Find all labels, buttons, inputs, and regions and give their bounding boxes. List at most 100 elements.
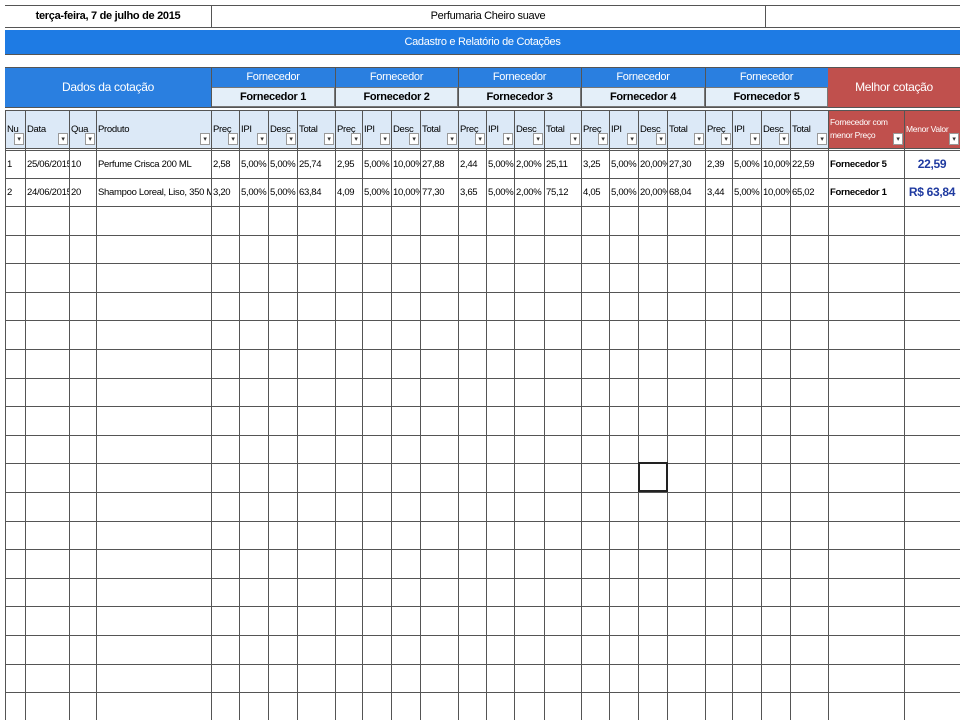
column-header[interactable]: IPI ▾ [732, 110, 761, 148]
cell[interactable]: Perfume Crisca 200 ML [98, 158, 192, 170]
cell[interactable]: Fornecedor 5 [830, 158, 887, 170]
filter-button[interactable]: ▾ [533, 133, 543, 145]
filter-button[interactable]: ▾ [447, 133, 457, 145]
cell[interactable]: 20,00% [640, 186, 667, 198]
cell[interactable]: 2 [7, 186, 12, 198]
cell[interactable]: 3,44 [707, 186, 725, 198]
cell[interactable]: 5,00% [488, 158, 514, 170]
filter-button[interactable]: ▾ [228, 133, 238, 145]
column-header[interactable]: Total ▾ [420, 110, 458, 148]
cell[interactable]: 68,04 [669, 186, 692, 198]
filter-button[interactable]: ▾ [380, 133, 390, 145]
column-header[interactable]: Produto ▾ [96, 110, 211, 148]
cell[interactable]: 5,00% [734, 186, 760, 198]
cell[interactable]: 5,00% [611, 186, 637, 198]
cell[interactable]: 5,00% [270, 186, 296, 198]
cell[interactable]: 10,00% [393, 158, 420, 170]
cell[interactable]: 63,84 [299, 186, 322, 198]
column-header[interactable]: IPI ▾ [239, 110, 268, 148]
column-header[interactable]: IPI ▾ [362, 110, 391, 148]
column-header[interactable]: Qua ▾ [69, 110, 96, 148]
cell[interactable]: 77,30 [422, 186, 445, 198]
cell[interactable]: Shampoo Loreal, Liso, 350 ML [98, 186, 211, 198]
column-header[interactable]: IPI ▾ [486, 110, 514, 148]
column-header[interactable]: Desc ▾ [268, 110, 297, 148]
cell[interactable]: 10,00% [393, 186, 420, 198]
filter-button[interactable]: ▾ [200, 133, 210, 145]
column-header[interactable]: IPI ▾ [609, 110, 638, 148]
column-header[interactable]: Fornecedor com menor Preço ▾ [828, 110, 904, 148]
cell[interactable]: 24/06/2015 [27, 186, 69, 198]
filter-button[interactable]: ▾ [85, 133, 95, 145]
column-header[interactable]: Data ▾ [25, 110, 69, 148]
column-header[interactable]: Preç ▾ [581, 110, 609, 148]
cell[interactable]: 5,00% [241, 158, 267, 170]
cell[interactable]: 27,88 [422, 158, 445, 170]
column-header[interactable]: Total ▾ [790, 110, 828, 148]
cell[interactable]: R$ 63,84 [908, 185, 956, 199]
filter-button[interactable]: ▾ [503, 133, 513, 145]
column-header[interactable]: Preç ▾ [705, 110, 732, 148]
filter-button[interactable]: ▾ [409, 133, 419, 145]
cell[interactable]: 2,44 [460, 158, 478, 170]
column-header[interactable]: Total ▾ [297, 110, 335, 148]
cell[interactable]: 2,95 [337, 158, 355, 170]
column-header[interactable]: Total ▾ [544, 110, 581, 148]
filter-button[interactable]: ▾ [14, 133, 24, 145]
cell[interactable]: 2,00% [516, 158, 542, 170]
column-header[interactable]: Preç ▾ [458, 110, 486, 148]
column-header[interactable]: Desc ▾ [638, 110, 667, 148]
cell[interactable]: 10,00% [763, 186, 790, 198]
filter-button[interactable]: ▾ [779, 133, 789, 145]
cell[interactable]: 10 [71, 158, 81, 170]
cell[interactable]: 65,02 [792, 186, 815, 198]
cell[interactable]: 2,00% [516, 186, 542, 198]
filter-button[interactable]: ▾ [324, 133, 334, 145]
cell[interactable]: 22,59 [917, 157, 947, 171]
cell[interactable]: 1 [7, 158, 12, 170]
cell[interactable]: 25,11 [546, 158, 568, 170]
column-header[interactable]: Nu ▾ [5, 110, 25, 148]
cell[interactable]: 5,00% [611, 158, 637, 170]
filter-button[interactable]: ▾ [351, 133, 361, 145]
cell[interactable]: 2,58 [213, 158, 231, 170]
filter-button[interactable]: ▾ [475, 133, 485, 145]
cell[interactable]: 2,39 [707, 158, 725, 170]
filter-button[interactable]: ▾ [694, 133, 704, 145]
column-header[interactable]: Desc ▾ [761, 110, 790, 148]
cell[interactable]: 25,74 [299, 158, 322, 170]
column-header[interactable]: Preç ▾ [335, 110, 362, 148]
filter-button[interactable]: ▾ [893, 133, 903, 145]
filter-button[interactable]: ▾ [817, 133, 827, 145]
filter-button[interactable]: ▾ [656, 133, 666, 145]
cell[interactable]: 5,00% [364, 186, 390, 198]
cell[interactable]: 20,00% [640, 158, 667, 170]
cell[interactable]: 3,25 [583, 158, 601, 170]
cell[interactable]: 5,00% [488, 186, 514, 198]
filter-button[interactable]: ▾ [627, 133, 637, 145]
column-header[interactable]: Desc ▾ [514, 110, 544, 148]
filter-button[interactable]: ▾ [286, 133, 296, 145]
filter-button[interactable]: ▾ [58, 133, 68, 145]
cell[interactable]: Fornecedor 1 [830, 186, 887, 198]
cell[interactable]: 3,65 [460, 186, 478, 198]
cell[interactable]: 10,00% [763, 158, 790, 170]
cell[interactable]: 5,00% [364, 158, 390, 170]
filter-button[interactable]: ▾ [257, 133, 267, 145]
filter-button[interactable]: ▾ [750, 133, 760, 145]
cell[interactable]: 20 [71, 186, 81, 198]
filter-button[interactable]: ▾ [570, 133, 580, 145]
cell[interactable]: 4,09 [337, 186, 355, 198]
column-header[interactable]: Total ▾ [667, 110, 705, 148]
column-header[interactable]: Desc ▾ [391, 110, 420, 148]
cell[interactable]: 5,00% [270, 158, 296, 170]
cell[interactable]: 25/06/2015 [27, 158, 69, 170]
cell[interactable]: 4,05 [583, 186, 601, 198]
column-header[interactable]: Menor Valor ▾ [904, 110, 960, 148]
cell[interactable]: 5,00% [734, 158, 760, 170]
cell[interactable]: 27,30 [669, 158, 692, 170]
filter-button[interactable]: ▾ [949, 133, 959, 145]
cell[interactable]: 5,00% [241, 186, 267, 198]
filter-button[interactable]: ▾ [721, 133, 731, 145]
cell[interactable]: 3,20 [213, 186, 231, 198]
